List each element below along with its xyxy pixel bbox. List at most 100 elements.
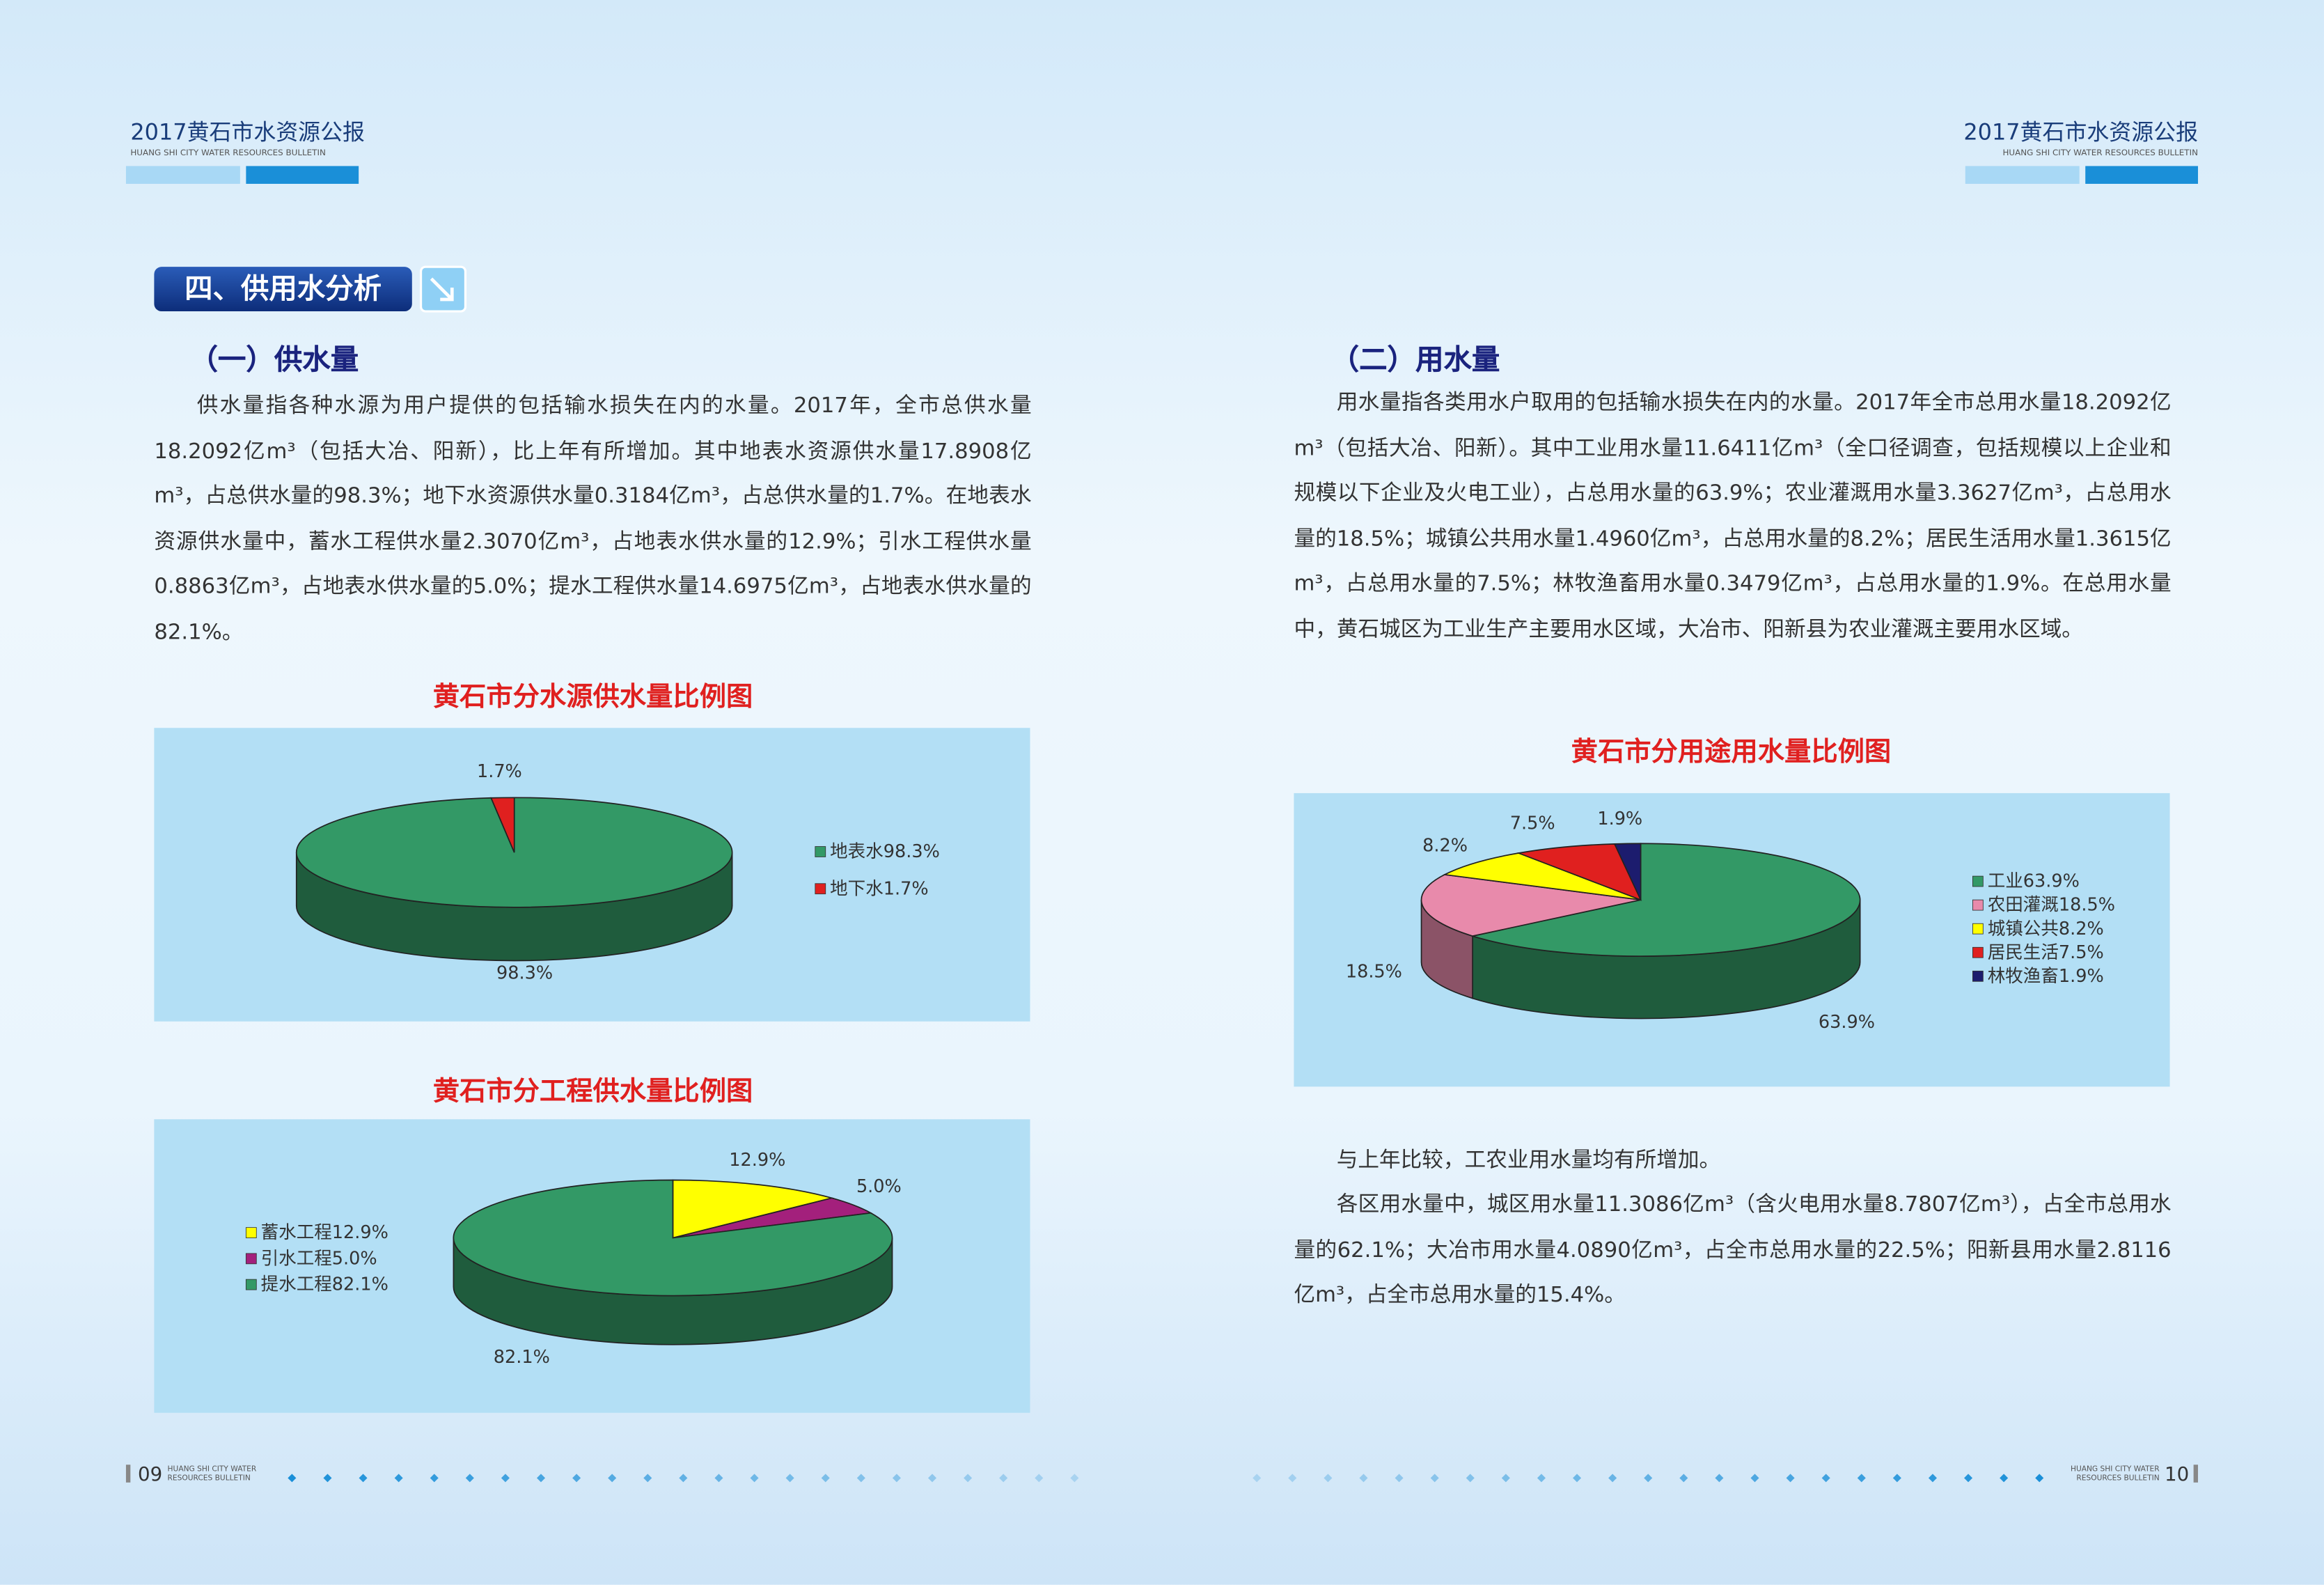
- dot: [927, 1474, 937, 1483]
- dot: [323, 1474, 332, 1483]
- paragraph: 各区用水量中，城区用水量11.3086亿m³（含火电用水量8.7807亿m³），…: [1294, 1193, 2172, 1308]
- dot: [1070, 1474, 1079, 1483]
- legend-swatch: [245, 1227, 257, 1238]
- legend-swatch: [1972, 899, 1984, 911]
- dot: [892, 1474, 901, 1483]
- legend-entry: 工业63.9%: [1988, 871, 2080, 892]
- footer-bulletin: RESOURCES BULLETIN: [168, 1473, 251, 1482]
- section-box: [154, 267, 412, 312]
- pie-slice: [1613, 843, 1642, 900]
- legend-entry: 地下水1.7%: [830, 878, 928, 899]
- data-label: 1.7%: [477, 761, 522, 782]
- paragraph: 供水量指各种水源为用户提供的包括输水损失在内的水量。2017年，全市总供水量18…: [154, 394, 1032, 644]
- legend-name: 蓄水工程: [261, 1222, 332, 1243]
- legend-value: 82.1%: [332, 1274, 388, 1295]
- header-title: 2017黄石市水资源公报: [130, 119, 365, 146]
- dot: [1964, 1474, 1973, 1483]
- pie-slice: [490, 797, 515, 853]
- header-bar: [246, 166, 359, 184]
- dot: [1288, 1474, 1297, 1483]
- legend-name: 林牧渔畜: [1988, 966, 2059, 987]
- data-label: 12.9%: [729, 1150, 785, 1171]
- legend-name: 地下水: [830, 878, 884, 899]
- legend-entry: 蓄水工程12.9%: [261, 1222, 388, 1243]
- dot: [1466, 1474, 1475, 1483]
- data-label: 63.9%: [1819, 1012, 1875, 1033]
- pie-slice: [1443, 852, 1641, 901]
- chart-title: 黄石市分水源供水量比例图: [433, 681, 753, 712]
- header-subtitle: HUANG SHI CITY WATER RESOURCES BULLETIN: [130, 148, 326, 157]
- dot: [359, 1474, 368, 1483]
- legend-name: 农田灌溉: [1988, 895, 2059, 916]
- dot: [821, 1474, 830, 1483]
- dot: [1715, 1474, 1724, 1483]
- dot: [572, 1474, 581, 1483]
- dot: [1750, 1474, 1759, 1483]
- dot: [608, 1474, 617, 1483]
- data-label: 8.2%: [1422, 836, 1468, 857]
- dot: [1430, 1474, 1439, 1483]
- legend-swatch: [245, 1253, 257, 1265]
- dot: [785, 1474, 794, 1483]
- pie-slice: [672, 1179, 835, 1239]
- dot: [999, 1474, 1008, 1483]
- legend-swatch: [1972, 970, 1984, 982]
- dot: [1537, 1474, 1546, 1483]
- subsection-title: （二）用水量: [1330, 343, 1500, 377]
- legend-value: 98.3%: [884, 841, 940, 862]
- legend-value: 12.9%: [332, 1222, 388, 1243]
- legend-entry: 林牧渔畜1.9%: [1988, 966, 2104, 987]
- data-label: 1.9%: [1597, 809, 1642, 829]
- legend-name: 引水工程: [261, 1248, 332, 1269]
- header-title: 2017黄石市水资源公报: [1963, 119, 2198, 146]
- dot: [1324, 1474, 1333, 1483]
- dot: [1608, 1474, 1617, 1483]
- dot: [1786, 1474, 1795, 1483]
- legend-entry: 居民生活7.5%: [1988, 942, 2104, 963]
- dot: [2000, 1474, 2009, 1483]
- page-number: 10: [2165, 1462, 2189, 1485]
- dot: [1359, 1474, 1368, 1483]
- legend-entry: 提水工程82.1%: [261, 1274, 388, 1295]
- legend-name: 城镇公共: [1988, 919, 2059, 939]
- legend-swatch: [815, 883, 826, 895]
- dot: [1821, 1474, 1830, 1483]
- legend-value: 18.5%: [2059, 895, 2115, 916]
- header-bar: [1965, 166, 2080, 184]
- data-label: 5.0%: [856, 1176, 902, 1197]
- legend-swatch: [1972, 875, 1984, 887]
- footer-bulletin: RESOURCES BULLETIN: [2076, 1473, 2159, 1482]
- dot: [536, 1474, 546, 1483]
- legend-swatch: [1972, 946, 1984, 958]
- subsection-title: （一）供水量: [189, 343, 359, 377]
- legend-value: 7.5%: [2059, 942, 2104, 963]
- legend-value: 63.9%: [2023, 871, 2080, 892]
- footer-bulletin: HUANG SHI CITY WATER: [168, 1465, 257, 1474]
- legend-entry: 农田灌溉18.5%: [1988, 895, 2115, 916]
- data-label: 18.5%: [1346, 961, 1402, 982]
- paragraph: 与上年比较，工农业用水量均有所增加。: [1336, 1148, 1721, 1173]
- dot: [714, 1474, 723, 1483]
- dot: [1892, 1474, 1901, 1483]
- dot: [1928, 1474, 1937, 1483]
- pie-slice: [1516, 843, 1642, 901]
- dot: [964, 1474, 973, 1483]
- dot: [288, 1474, 297, 1483]
- legend-entry: 引水工程5.0%: [261, 1248, 377, 1269]
- page-number: 09: [138, 1462, 162, 1485]
- dot: [501, 1474, 510, 1483]
- legend-value: 1.7%: [884, 878, 929, 899]
- legend-entry: 城镇公共8.2%: [1988, 919, 2104, 939]
- dot: [856, 1474, 865, 1483]
- dot: [394, 1474, 403, 1483]
- dot: [1857, 1474, 1866, 1483]
- legend-name: 提水工程: [261, 1274, 332, 1295]
- data-label: 7.5%: [1510, 813, 1555, 834]
- dot: [1501, 1474, 1510, 1483]
- dot: [1679, 1474, 1688, 1483]
- pie-slice: [1420, 874, 1641, 937]
- dot: [2035, 1474, 2044, 1483]
- dot: [1395, 1474, 1404, 1483]
